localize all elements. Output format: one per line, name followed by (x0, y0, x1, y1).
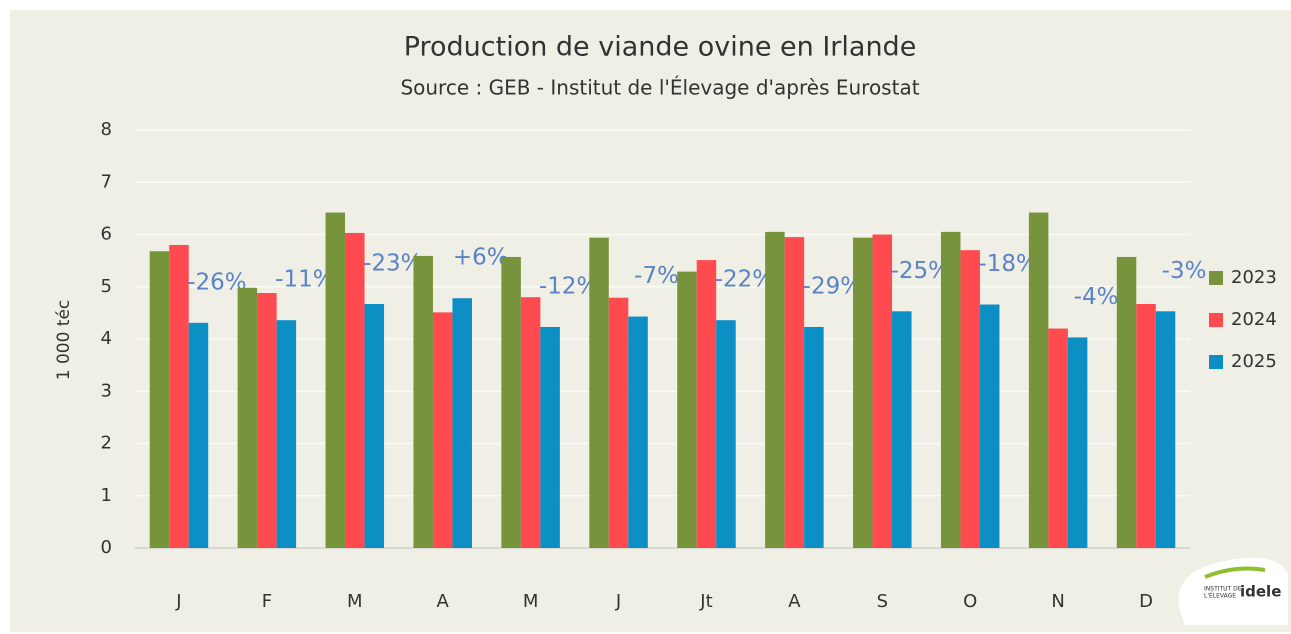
legend-label: 2023 (1231, 267, 1277, 288)
annotation: -26% (187, 269, 246, 295)
logo: INSTITUT DE L'ÉLEVAGE idele (1178, 557, 1288, 625)
bar (940, 231, 961, 548)
bar (696, 260, 717, 548)
legend-label: 2024 (1231, 309, 1277, 330)
chart-subtitle: Source : GEB - Institut de l'Élevage d'a… (400, 76, 919, 100)
annotation: +6% (453, 245, 509, 271)
bar (589, 237, 609, 548)
bar (804, 326, 824, 548)
x-tick-label: J (615, 591, 621, 612)
bar (1028, 212, 1049, 548)
x-tick-label: O (963, 591, 977, 612)
bar (237, 287, 258, 548)
y-tick-label: 5 (101, 276, 112, 297)
x-tick-label: J (175, 591, 181, 612)
x-tick-label: M (347, 591, 363, 612)
bar (149, 251, 170, 548)
y-tick-label: 6 (101, 224, 112, 245)
logo-text: L'ÉLEVAGE (1204, 592, 1236, 600)
annotation: -22% (715, 267, 774, 293)
bar (1136, 303, 1156, 548)
logo-text: INSTITUT DE (1204, 586, 1242, 593)
y-axis-label: 1 000 téc (54, 300, 74, 381)
legend-swatch (1209, 271, 1223, 285)
bar (432, 312, 453, 548)
bar (872, 234, 893, 548)
chart-title: Production de viande ovine en Irlande (404, 32, 917, 63)
x-tick-label: A (788, 591, 801, 612)
bar (364, 303, 385, 548)
y-tick-label: 7 (101, 171, 112, 192)
x-tick-label: S (877, 591, 888, 612)
bar (169, 244, 189, 548)
y-tick-label: 0 (101, 537, 112, 558)
bar (765, 231, 785, 548)
bar (716, 320, 736, 548)
bar (257, 293, 277, 548)
bar (979, 304, 1000, 548)
bar (892, 311, 912, 548)
annotation: -4% (1074, 284, 1119, 310)
bar (1048, 328, 1068, 548)
x-tick-label: A (437, 591, 450, 612)
bar (520, 297, 541, 548)
bar (960, 250, 980, 549)
bar (677, 271, 697, 548)
x-tick-label: F (262, 591, 272, 612)
x-tick-label: M (523, 591, 539, 612)
annotation: -3% (1162, 258, 1207, 284)
x-tick-label: D (1139, 591, 1153, 612)
bar (608, 297, 629, 548)
bar (628, 316, 648, 548)
annotation: -29% (803, 273, 862, 299)
x-tick-label: N (1051, 591, 1064, 612)
annotation: -12% (539, 273, 598, 299)
bar (784, 237, 805, 549)
bar (452, 298, 472, 548)
y-tick-label: 4 (101, 328, 112, 349)
legend-label: 2025 (1231, 351, 1277, 372)
x-tick-label: Jt (699, 591, 712, 612)
bar (188, 322, 209, 548)
annotation: -18% (978, 251, 1037, 277)
annotation: -11% (275, 267, 334, 293)
legend-swatch (1209, 313, 1223, 327)
legend-swatch (1209, 355, 1223, 369)
bar (1067, 337, 1088, 548)
y-tick-label: 3 (101, 380, 112, 401)
bar (501, 256, 521, 548)
bar (1116, 256, 1137, 548)
bar (1155, 311, 1176, 548)
y-tick-label: 1 (101, 485, 112, 506)
logo-name: idele (1240, 583, 1281, 601)
bar (413, 255, 433, 549)
annotation: -7% (634, 263, 679, 289)
bar (325, 212, 346, 548)
bar (276, 320, 297, 548)
annotation: -23% (363, 250, 422, 276)
bar (345, 232, 365, 548)
bar (540, 326, 560, 548)
logo-swoosh (1204, 566, 1266, 579)
bar (853, 237, 873, 548)
annotation: -25% (891, 258, 950, 284)
y-tick-label: 2 (101, 433, 112, 454)
y-tick-label: 8 (101, 119, 112, 140)
